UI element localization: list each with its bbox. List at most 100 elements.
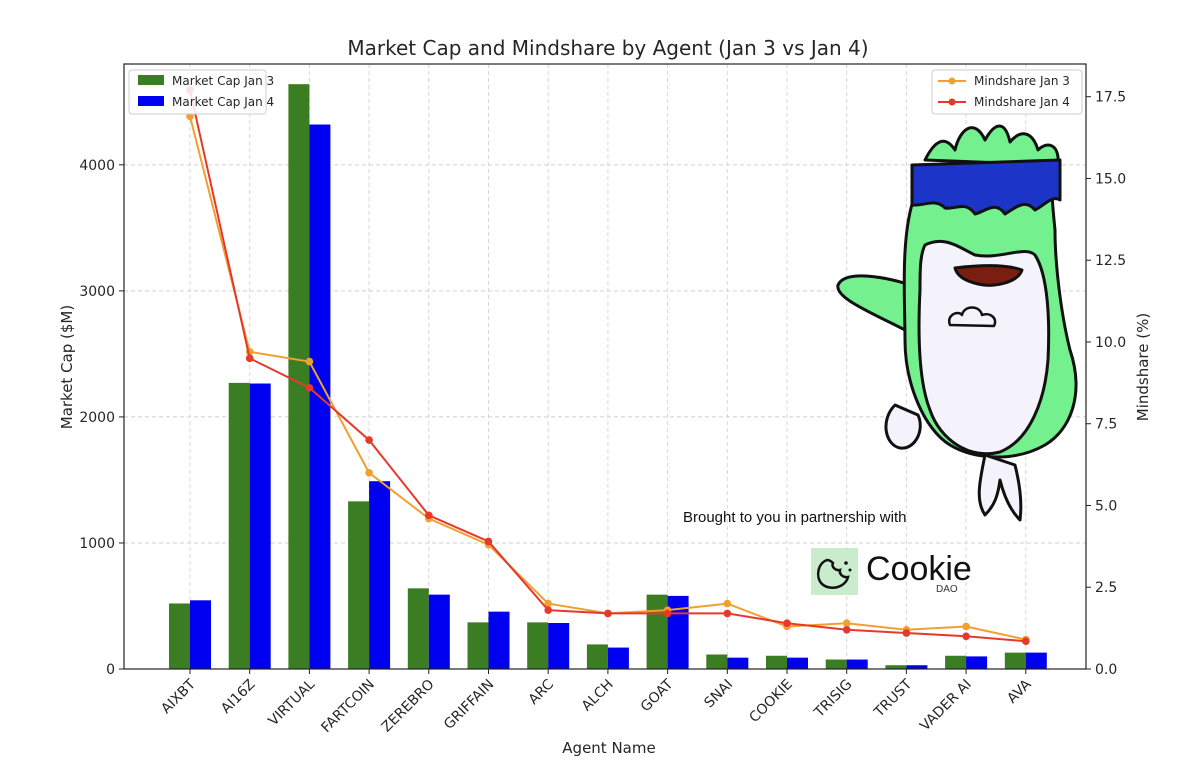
x-tick-label: ZEREBRO [379, 677, 438, 736]
y2-tick-label: 5.0 [1095, 498, 1117, 514]
legend-marker-mindshare-jan4 [948, 98, 956, 106]
x-axis-ticks: AIXBT AI16Z VIRTUAL FARTCOIN ZEREBRO GRIFFAIN… [158, 669, 1035, 736]
x-tick-label: GOAT [638, 676, 677, 715]
x-tick-label: ARC [526, 676, 558, 708]
bar-market-cap-jan3 [228, 382, 250, 669]
bar-market-cap-jan3 [646, 594, 668, 669]
point-mindshare-jan3 [962, 622, 970, 631]
point-mindshare-jan4 [962, 632, 970, 641]
mascot-illustration [836, 124, 1078, 522]
bar-market-cap-jan4 [727, 657, 749, 669]
y-tick-label: 1000 [79, 536, 115, 552]
y2-axis-ticks: 0.0 2.5 5.0 7.5 10.0 12.5 15.0 17.5 [1086, 90, 1126, 678]
y2-tick-label: 7.5 [1095, 417, 1117, 433]
legend-swatch-jan3 [138, 75, 164, 85]
legend-label-mcap-jan3: Market Cap Jan 3 [172, 74, 274, 88]
x-tick-label: ALCH [579, 677, 617, 715]
legend-marker-mindshare-jan3 [948, 77, 956, 85]
bar-market-cap-jan3 [766, 655, 787, 669]
y-tick-label: 2000 [79, 410, 115, 426]
point-mindshare-jan3 [305, 357, 314, 366]
brand-sub: DAO [936, 584, 958, 595]
chart-title: Market Cap and Mindshare by Agent (Jan 3… [347, 36, 868, 60]
y-axis-ticks: 0 1000 2000 3000 4000 [79, 158, 124, 678]
bar-market-cap-jan4 [787, 657, 808, 669]
bars [169, 84, 1047, 669]
x-tick-label: AIXBT [158, 676, 199, 717]
point-mindshare-jan4 [604, 609, 612, 618]
point-mindshare-jan3 [842, 619, 851, 628]
x-tick-label: SNAI [701, 677, 736, 712]
partner-text: Brought to you in partnership with [683, 509, 906, 526]
bar-market-cap-jan3 [586, 644, 608, 669]
x-tick-label: AI16Z [218, 677, 258, 717]
x-tick-label: TRUST [871, 676, 916, 721]
bar-market-cap-jan4 [488, 611, 510, 669]
point-mindshare-jan3 [365, 468, 373, 477]
bar-market-cap-jan4 [966, 656, 988, 669]
bar-market-cap-jan3 [467, 622, 489, 669]
x-tick-label: COOKIE [746, 677, 795, 726]
bar-market-cap-jan4 [607, 647, 629, 669]
point-mindshare-jan4 [1022, 637, 1030, 646]
x-tick-label: VADER AI [917, 677, 975, 735]
point-mindshare-jan4 [484, 537, 493, 546]
bar-market-cap-jan3 [407, 588, 429, 669]
x-tick-label: TRISIG [811, 677, 856, 722]
bar-market-cap-jan4 [906, 665, 928, 669]
bar-market-cap-jan3 [169, 603, 190, 669]
y2-tick-label: 2.5 [1095, 580, 1117, 596]
point-mindshare-jan4 [842, 625, 851, 634]
bar-market-cap-jan3 [706, 654, 728, 669]
bar-market-cap-jan4 [249, 383, 271, 669]
bar-market-cap-jan4 [846, 659, 868, 669]
legend-label-mcap-jan4: Market Cap Jan 4 [172, 95, 274, 109]
point-mindshare-jan4 [902, 629, 911, 637]
x-tick-label: FARTCOIN [318, 677, 378, 737]
legend-bars: Market Cap Jan 3 Market Cap Jan 4 [128, 69, 274, 115]
bar-market-cap-jan3 [348, 501, 370, 669]
x-tick-label: GRIFFAIN [441, 677, 497, 733]
point-mindshare-jan3 [544, 599, 552, 608]
bar-market-cap-jan3 [885, 665, 907, 669]
point-mindshare-jan4 [544, 606, 552, 614]
point-mindshare-jan4 [245, 354, 254, 363]
y2-axis-label: Mindshare (%) [1134, 313, 1152, 421]
point-mindshare-jan4 [723, 609, 732, 618]
x-tick-label: VIRTUAL [265, 676, 318, 729]
legend-box-right [931, 69, 1083, 115]
legend-label-mindshare-jan4: Mindshare Jan 4 [974, 95, 1070, 109]
y2-tick-label: 0.0 [1095, 662, 1117, 678]
bar-market-cap-jan3 [288, 84, 310, 669]
bar-market-cap-jan3 [1004, 652, 1026, 669]
bar-market-cap-jan4 [369, 481, 391, 669]
y2-tick-label: 15.0 [1095, 171, 1126, 187]
x-axis-label: Agent Name [562, 739, 655, 757]
y2-tick-label: 12.5 [1095, 253, 1126, 269]
legend-label-mindshare-jan3: Mindshare Jan 3 [974, 74, 1070, 88]
bar-market-cap-jan4 [428, 594, 450, 669]
cookie-icon [816, 558, 850, 590]
y-tick-label: 0 [106, 662, 115, 678]
bar-market-cap-jan4 [190, 600, 211, 669]
point-mindshare-jan4 [783, 619, 791, 628]
cookie-dao-logo: Cookie DAO [811, 548, 972, 595]
legend-lines: Mindshare Jan 3 Mindshare Jan 4 [931, 69, 1083, 115]
y-tick-label: 3000 [79, 284, 115, 300]
bar-market-cap-jan3 [527, 622, 549, 669]
point-mindshare-jan4 [305, 383, 314, 392]
x-tick-label: AVA [1004, 676, 1035, 707]
point-mindshare-jan3 [723, 599, 732, 608]
bar-market-cap-jan3 [945, 655, 967, 669]
y-tick-label: 4000 [79, 158, 115, 174]
bar-market-cap-jan4 [1025, 652, 1047, 669]
point-mindshare-jan4 [663, 609, 672, 618]
y-axis-label: Market Cap ($M) [58, 305, 76, 429]
legend-swatch-jan4 [138, 96, 164, 106]
brand-name: Cookie [866, 550, 972, 588]
bar-market-cap-jan4 [548, 622, 570, 669]
point-mindshare-jan4 [425, 511, 433, 520]
y2-tick-label: 17.5 [1095, 90, 1126, 106]
point-mindshare-jan4 [365, 436, 373, 444]
